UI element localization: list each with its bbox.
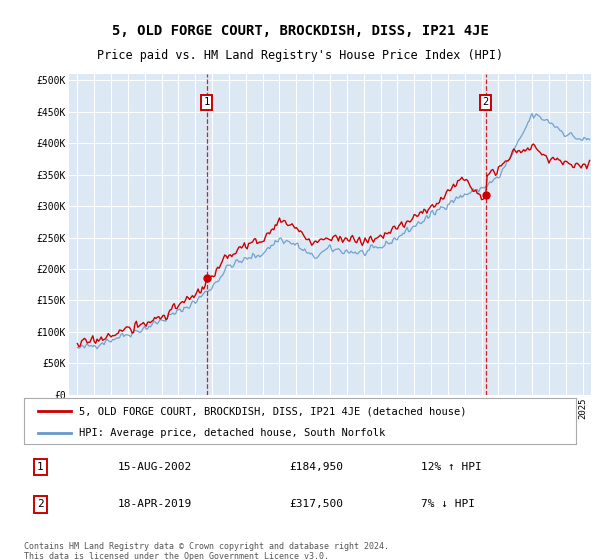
Text: 5, OLD FORGE COURT, BROCKDISH, DISS, IP21 4JE (detached house): 5, OLD FORGE COURT, BROCKDISH, DISS, IP2…	[79, 406, 467, 416]
Text: 5, OLD FORGE COURT, BROCKDISH, DISS, IP21 4JE: 5, OLD FORGE COURT, BROCKDISH, DISS, IP2…	[112, 24, 488, 38]
Text: 15-AUG-2002: 15-AUG-2002	[118, 462, 192, 472]
Text: 1: 1	[37, 462, 44, 472]
Text: 2: 2	[482, 97, 489, 107]
Text: £184,950: £184,950	[289, 462, 343, 472]
Text: 18-APR-2019: 18-APR-2019	[118, 500, 192, 510]
Text: 1: 1	[203, 97, 209, 107]
Text: HPI: Average price, detached house, South Norfolk: HPI: Average price, detached house, Sout…	[79, 428, 385, 437]
Text: 2: 2	[37, 500, 44, 510]
Text: 7% ↓ HPI: 7% ↓ HPI	[421, 500, 475, 510]
Text: Contains HM Land Registry data © Crown copyright and database right 2024.
This d: Contains HM Land Registry data © Crown c…	[24, 542, 389, 560]
Text: 12% ↑ HPI: 12% ↑ HPI	[421, 462, 482, 472]
Text: Price paid vs. HM Land Registry's House Price Index (HPI): Price paid vs. HM Land Registry's House …	[97, 49, 503, 63]
Text: £317,500: £317,500	[289, 500, 343, 510]
